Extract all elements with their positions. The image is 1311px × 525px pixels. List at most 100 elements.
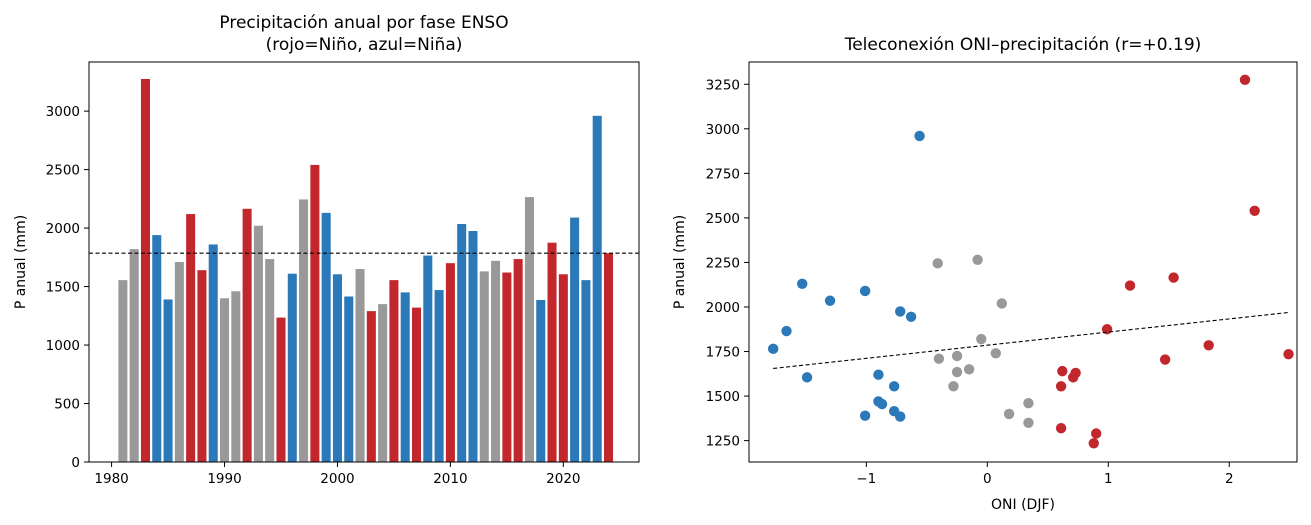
bar-2013: [479, 271, 489, 462]
bar-2022: [581, 280, 591, 462]
x-tick-label: 0: [983, 471, 992, 487]
y-tick-label: 2000: [706, 300, 740, 316]
bar-1983: [140, 78, 150, 463]
bar-1991: [231, 291, 241, 462]
y-tick-label: 0: [71, 455, 80, 471]
bar-2001: [344, 296, 354, 462]
scatter-point: [914, 130, 925, 142]
bar-2018: [536, 300, 546, 462]
bar-1996: [287, 273, 297, 462]
y-tick-label: 2750: [706, 166, 740, 182]
scatter-point: [1057, 365, 1068, 377]
y-tick-label: 1500: [706, 389, 740, 405]
scatter-point: [888, 381, 900, 392]
bar-1985: [163, 299, 173, 462]
scatter-chart-ylabel: P anual (mm): [672, 215, 688, 309]
y-tick-label: 1500: [46, 280, 80, 296]
scatter-point: [948, 381, 959, 392]
bar-2015: [502, 272, 512, 462]
x-tick-label: 1990: [207, 471, 241, 487]
bar-2017: [524, 197, 534, 462]
bar-chart-ylabel: P anual (mm): [13, 215, 29, 309]
x-axis-ticks: 1980 1990 2000 2010 2020: [94, 462, 581, 487]
scatter-point: [972, 254, 983, 265]
bar-2010: [445, 263, 455, 462]
y-tick-label: 3250: [706, 77, 740, 93]
scatter-point: [1124, 280, 1136, 291]
bar-1998: [310, 164, 320, 463]
scatter-point: [932, 258, 943, 269]
bar-chart-frame: [88, 61, 640, 463]
scatter-point: [1055, 422, 1067, 434]
bar-2009: [434, 290, 444, 462]
bar-1999: [321, 212, 331, 462]
y-tick-label: 2500: [46, 163, 80, 179]
scatter-point: [1090, 428, 1102, 439]
scatter-point: [963, 364, 975, 375]
bar-2019: [547, 242, 557, 462]
bar-1990: [220, 298, 230, 462]
bar-2012: [468, 231, 478, 462]
trend-line: [773, 311, 1290, 370]
scatter-chart-xlabel: ONI (DJF): [991, 497, 1055, 513]
scatter-point: [876, 398, 888, 410]
scatter-chart-oni: Teleconexión ONI–precipitación (r=+0.19)…: [672, 35, 1298, 513]
bar-1994: [265, 259, 275, 462]
y-axis-ticks: 1250 1500 1750 2000 2250 2500 2750 3000 3250: [706, 77, 749, 450]
bar-1989: [208, 244, 218, 462]
bar-2005: [389, 280, 399, 462]
bar-2004: [378, 304, 388, 462]
scatter-point: [1088, 438, 1099, 449]
bar-2014: [491, 260, 501, 462]
scatter-point: [990, 348, 1001, 359]
bar-chart-title: Precipitación anual por fase ENSO: [219, 13, 508, 33]
scatter-point: [781, 325, 792, 337]
scatter-point: [1070, 367, 1081, 379]
y-tick-label: 2000: [46, 221, 80, 237]
scatter-point: [801, 372, 813, 383]
bar-2016: [513, 259, 523, 462]
scatter-point: [1003, 408, 1015, 420]
scatter-point: [859, 410, 871, 421]
x-tick-label: 1: [1104, 471, 1113, 487]
scatter-point: [1283, 349, 1294, 360]
bar-2011: [457, 223, 467, 462]
bar-2024: [603, 253, 614, 462]
scatter-point: [1168, 272, 1179, 283]
x-axis-ticks: −1 0 1 2: [856, 462, 1234, 487]
bar-chart-subtitle: (rojo=Niño, azul=Niña): [266, 35, 463, 55]
bar-1993: [253, 225, 263, 462]
scatter-point: [976, 333, 987, 345]
y-axis-ticks: 0 500 1000 1500 2000 2500 3000: [46, 104, 89, 471]
bar-1981: [118, 280, 128, 462]
bar-2023: [592, 115, 602, 463]
bar-2020: [558, 274, 568, 462]
bar-2000: [332, 274, 342, 462]
y-tick-label: 3000: [706, 122, 740, 138]
x-tick-label: 1980: [94, 471, 128, 487]
y-tick-label: 1000: [46, 338, 80, 354]
x-tick-label: 2000: [320, 471, 354, 487]
scatter-point: [1023, 398, 1034, 409]
bar-2002: [355, 269, 365, 462]
scatter-point: [1203, 340, 1214, 351]
scatter-chart-title: Teleconexión ONI–precipitación (r=+0.19): [844, 35, 1202, 55]
scatter-point: [951, 350, 963, 362]
bar-1992: [242, 208, 252, 462]
scatter-point: [1249, 205, 1260, 216]
scatter-point: [1239, 74, 1251, 86]
bar-2006: [400, 292, 410, 462]
scatter-point: [895, 411, 906, 422]
y-tick-label: 3000: [46, 104, 80, 120]
scatter-point: [996, 298, 1008, 309]
x-tick-label: −1: [856, 471, 876, 487]
bar-2008: [423, 255, 433, 462]
bar-2007: [412, 307, 422, 462]
bar-1988: [197, 270, 207, 462]
scatter-point: [905, 311, 917, 322]
scatter-point: [1055, 381, 1067, 392]
y-tick-label: 2250: [706, 255, 740, 271]
x-tick-label: 2: [1225, 471, 1234, 487]
scatter-point: [873, 369, 884, 380]
